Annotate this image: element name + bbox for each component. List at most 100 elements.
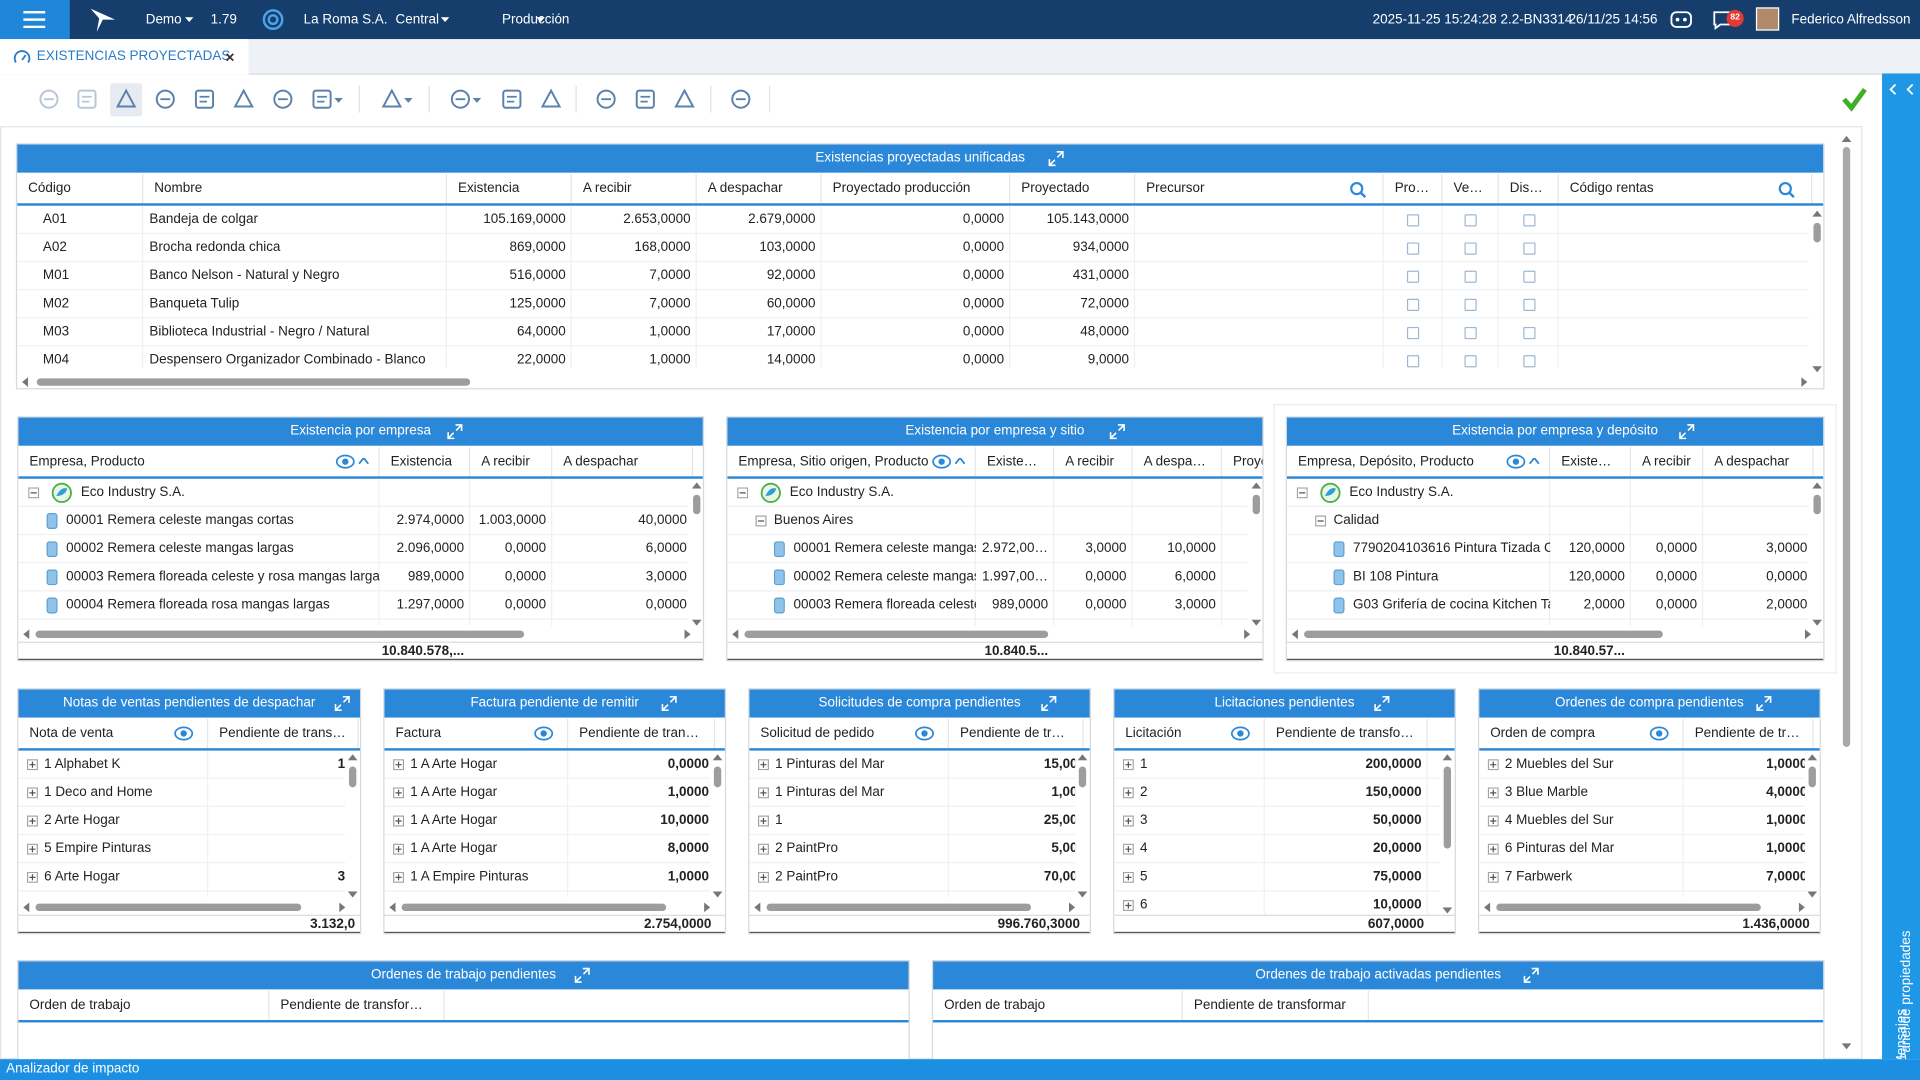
column-header[interactable]: Pendiente de transformar — [208, 719, 359, 748]
checkbox[interactable] — [1523, 271, 1535, 283]
cell[interactable]: 6 Pinturas del Mar — [1479, 835, 1683, 863]
cell[interactable]: 5 — [1114, 863, 1265, 891]
column-header[interactable]: Existencia — [976, 447, 1054, 476]
cell[interactable]: 5 Empire Pinturas — [18, 835, 208, 863]
expand-button[interactable] — [1374, 696, 1390, 712]
tree-label[interactable]: 00001 Remera celeste mangas cortas — [66, 507, 379, 535]
column-header[interactable]: A recibir — [470, 447, 552, 476]
toolbar-button[interactable] — [231, 87, 255, 111]
confirm-button[interactable] — [1840, 86, 1867, 113]
cell[interactable]: 1 A Arte Hogar — [384, 751, 568, 779]
search-button[interactable] — [1349, 181, 1366, 198]
checkbox[interactable] — [1523, 355, 1535, 367]
tree-label[interactable]: 00003 Remera floreada celeste y rosa man… — [66, 563, 379, 591]
toolbar-button[interactable] — [75, 87, 99, 111]
column-header[interactable]: Proyectado — [1010, 174, 1135, 203]
column-header[interactable]: Orden de trabajo — [18, 991, 269, 1020]
cell[interactable]: 1 Alphabet K — [18, 751, 208, 779]
column-header[interactable]: A despachar — [1133, 447, 1222, 476]
cell[interactable]: 2 — [1114, 779, 1265, 807]
expand-button[interactable] — [1109, 424, 1125, 440]
cell[interactable]: 2 Arte Hogar — [18, 807, 208, 835]
header-company[interactable]: La Roma S.A. — [304, 0, 388, 39]
tree-label[interactable]: Calidad — [1333, 507, 1550, 535]
user-avatar[interactable] — [1756, 7, 1779, 30]
expand-button[interactable] — [1048, 151, 1064, 167]
toolbar-button[interactable] — [192, 87, 216, 111]
tree-label[interactable]: 7790204103616 Pintura Tizada Cha — [1353, 535, 1550, 563]
cell[interactable]: 1 Deco and Home — [18, 779, 208, 807]
visibility-toggle[interactable] — [1231, 726, 1251, 741]
column-header[interactable]: Orden de trabajo — [933, 991, 1183, 1020]
sort-indicator[interactable] — [359, 458, 369, 464]
toolbar-button[interactable] — [500, 87, 524, 111]
cell[interactable]: 1 A Arte Hogar — [384, 807, 568, 835]
tree-label[interactable]: Eco Industry S.A. — [81, 479, 380, 507]
cell[interactable]: 1 A Empire Pinturas — [384, 863, 568, 891]
column-header[interactable]: A despachar — [697, 174, 822, 203]
notification-badge[interactable]: 82 — [1727, 10, 1744, 27]
cell[interactable]: 7 Farbwerk — [1479, 863, 1683, 891]
expand-button[interactable] — [334, 696, 350, 712]
column-header[interactable]: Existencia — [380, 447, 471, 476]
toolbar-button[interactable] — [153, 87, 177, 111]
checkbox[interactable] — [1523, 242, 1535, 254]
toolbar-button[interactable] — [114, 87, 138, 111]
column-header[interactable]: A recibir — [1054, 447, 1132, 476]
column-header[interactable]: Empresa, Producto — [18, 447, 379, 476]
visibility-toggle[interactable] — [336, 454, 356, 469]
column-header[interactable]: Código rentas — [1559, 174, 1812, 203]
toolbar-button[interactable] — [37, 87, 61, 111]
expand-button[interactable] — [1756, 696, 1772, 712]
checkbox[interactable] — [1407, 327, 1419, 339]
cell[interactable]: 6 — [1114, 891, 1265, 914]
checkbox[interactable] — [1523, 327, 1535, 339]
column-header[interactable]: A recibir — [1631, 447, 1703, 476]
tree-label[interactable]: 00004 Remera floreada rosa mangas largas — [66, 591, 379, 619]
cell[interactable]: 1 — [749, 807, 949, 835]
tree-expander[interactable] — [1297, 487, 1308, 498]
checkbox[interactable] — [1464, 271, 1476, 283]
column-header[interactable]: Proyectado producción — [822, 174, 1011, 203]
toolbar-button[interactable] — [672, 87, 696, 111]
cell[interactable]: 4 Muebles del Sur — [1479, 807, 1683, 835]
toolbar-button[interactable] — [448, 87, 472, 111]
column-header[interactable]: A despachar — [1703, 447, 1813, 476]
visibility-toggle[interactable] — [1649, 726, 1669, 741]
expand-button[interactable] — [574, 967, 590, 983]
tree-label[interactable]: 00003 Remera floreada celeste y — [793, 591, 975, 619]
toolbar-button[interactable] — [271, 87, 295, 111]
column-header[interactable]: Código — [17, 174, 143, 203]
tree-label[interactable]: BI 108 Pintura — [1353, 563, 1550, 591]
column-header[interactable]: A recibir — [572, 174, 697, 203]
visibility-toggle[interactable] — [174, 726, 194, 741]
cell[interactable]: 1 A Arte Hogar — [384, 835, 568, 863]
column-header[interactable]: Pendiente de transformar — [1684, 719, 1814, 748]
column-header[interactable]: Proyec — [1222, 447, 1264, 476]
visibility-toggle[interactable] — [534, 726, 554, 741]
checkbox[interactable] — [1464, 327, 1476, 339]
column-header[interactable]: A despachar — [552, 447, 693, 476]
checkbox[interactable] — [1523, 299, 1535, 311]
cell[interactable]: 1 Pinturas del Mar — [749, 779, 949, 807]
checkbox[interactable] — [1464, 355, 1476, 367]
header-branch[interactable]: Central — [396, 0, 439, 39]
toolbar-button[interactable] — [380, 87, 404, 111]
expand-button[interactable] — [1040, 696, 1056, 712]
checkbox[interactable] — [1407, 271, 1419, 283]
column-header[interactable]: Ven... — [1442, 174, 1498, 203]
cell[interactable]: 4 — [1114, 835, 1265, 863]
column-header[interactable]: Nombre — [143, 174, 447, 203]
toolbar-button[interactable] — [633, 87, 657, 111]
cell[interactable]: 6 Arte Hogar — [18, 863, 208, 891]
checkbox[interactable] — [1464, 299, 1476, 311]
expand-button[interactable] — [1679, 424, 1695, 440]
checkbox[interactable] — [1407, 214, 1419, 226]
column-header[interactable]: Disc... — [1499, 174, 1559, 203]
visibility-toggle[interactable] — [932, 454, 952, 469]
column-header[interactable]: Pendiente de transformar — [269, 991, 444, 1020]
cell[interactable]: 1 — [1114, 751, 1265, 779]
cell[interactable]: 1 Pinturas del Mar — [749, 751, 949, 779]
tree-label[interactable]: Eco Industry S.A. — [1349, 479, 1550, 507]
tree-label[interactable]: 00001 Remera celeste mangas co — [793, 535, 975, 563]
